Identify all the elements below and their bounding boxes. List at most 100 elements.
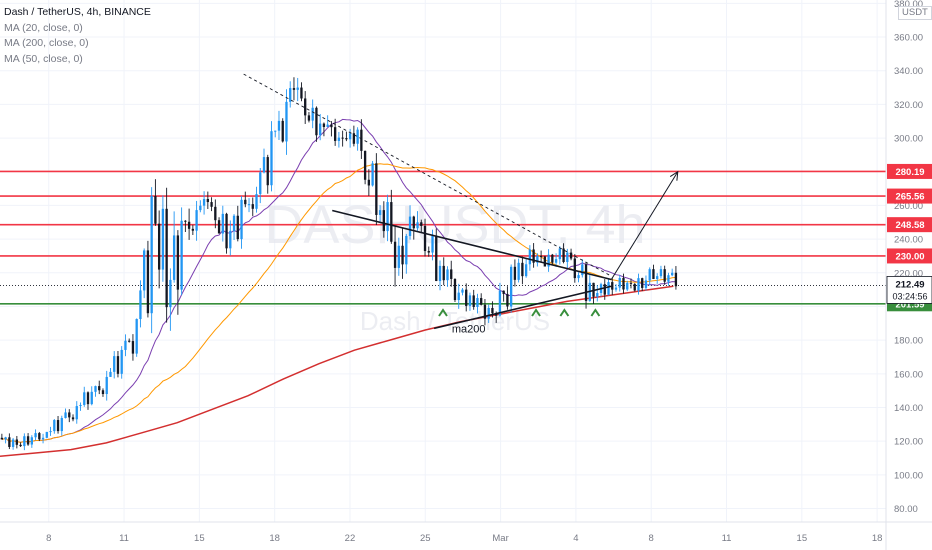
candle-body	[446, 269, 449, 281]
candle-body	[150, 196, 153, 314]
time-tick-label: 18	[269, 533, 280, 544]
price-level-label: 201.59	[895, 299, 924, 310]
candle-body	[285, 101, 288, 142]
candle-body	[15, 439, 19, 445]
moving-averages	[0, 118, 676, 458]
candle-body	[461, 289, 464, 293]
candle-body	[60, 418, 63, 432]
candle-body	[427, 251, 430, 253]
candle-body	[611, 282, 614, 290]
candle-body	[45, 431, 48, 438]
candle-body	[333, 127, 337, 141]
last-price-label: 212.49	[895, 279, 924, 290]
candle-body	[206, 198, 209, 203]
candle-body	[105, 376, 108, 395]
candle-body	[543, 256, 547, 267]
candle-body	[356, 129, 359, 144]
candle-body	[229, 230, 232, 249]
candle-body	[480, 298, 483, 305]
candle-body	[184, 220, 187, 222]
candle-body	[412, 216, 415, 229]
candle-body	[202, 198, 206, 206]
candle-body	[532, 249, 535, 263]
candle-body	[644, 280, 648, 288]
candle-body	[539, 255, 543, 257]
candle-body	[352, 133, 356, 144]
candle-body	[304, 98, 307, 116]
candle-body	[8, 437, 11, 447]
candle-body	[435, 235, 438, 282]
candle-body	[176, 235, 180, 290]
price-axis[interactable]: 80.00100.00120.00140.00160.00180.00200.0…	[885, 0, 932, 550]
indicator-ma200[interactable]: MA (200, close, 0)	[4, 37, 89, 49]
bounce-marker	[531, 308, 541, 317]
indicator-ma20[interactable]: MA (20, close, 0)	[4, 21, 83, 34]
candle-body	[453, 278, 457, 301]
candle-body	[558, 248, 561, 260]
candle-body	[506, 293, 509, 307]
candle-body	[180, 220, 183, 290]
price-level-tag	[887, 248, 932, 264]
candle-body	[326, 124, 329, 127]
candle-body	[468, 295, 472, 306]
candle-body	[307, 115, 311, 121]
price-axis-bg[interactable]	[886, 0, 932, 550]
price-tick-label: 80.00	[894, 504, 918, 515]
candle-body	[502, 290, 505, 294]
price-tick-label: 320.00	[894, 100, 923, 111]
candle-body	[450, 269, 453, 279]
candle-body	[656, 276, 659, 280]
candle-body	[536, 255, 539, 263]
dashed-trendline	[243, 73, 612, 277]
candle-body	[614, 287, 618, 290]
currency-button[interactable]: USDT	[898, 6, 932, 20]
candle-body	[476, 298, 479, 307]
indicator-ma50[interactable]: MA (50, close, 0)	[4, 52, 83, 65]
candle-body	[405, 235, 408, 265]
candle-body	[161, 208, 165, 270]
candle-body	[143, 250, 146, 291]
price-tick-label: 140.00	[894, 403, 923, 414]
candle-body	[483, 304, 487, 319]
candle-body	[217, 220, 221, 234]
candle-body	[390, 202, 393, 242]
candle-body	[251, 204, 254, 209]
price-level-label: 230.00	[895, 251, 924, 262]
candle-body	[131, 341, 135, 354]
price-level-tag	[887, 188, 932, 204]
time-axis[interactable]: 8 11 15 18 22 25 Mar 4 8 11 15 18	[0, 521, 932, 544]
candle-body	[244, 199, 247, 205]
ma200-line	[0, 285, 674, 458]
candle-body	[236, 215, 239, 240]
time-tick-label: 22	[345, 533, 356, 544]
price-tick-label: 380.00	[894, 0, 923, 10]
projection-arrow	[610, 171, 679, 280]
candle-body	[169, 279, 172, 308]
candle-body	[68, 412, 71, 418]
ma200-annotation-label: ma200	[452, 323, 486, 335]
price-tick-label: 260.00	[894, 201, 923, 212]
candle-body	[56, 420, 60, 432]
candle-body	[266, 157, 269, 186]
candle-body	[337, 137, 341, 141]
candle-body	[566, 252, 569, 263]
candle-body	[382, 210, 385, 232]
candle-body	[311, 107, 314, 121]
candle-body	[135, 319, 138, 354]
time-tick-label: 11	[722, 533, 732, 544]
candle-body	[41, 437, 45, 440]
candle-body	[521, 262, 524, 277]
candle-body	[281, 120, 284, 142]
candle-body	[442, 265, 445, 281]
candle-body	[363, 150, 367, 180]
ma20-line	[1, 118, 676, 443]
candle-body	[128, 340, 131, 342]
triangle-trendline	[332, 209, 612, 281]
price-tick-label: 220.00	[894, 268, 923, 279]
candle-body	[371, 163, 374, 186]
candle-body	[667, 275, 670, 282]
candle-body	[300, 87, 303, 99]
candle-body	[79, 404, 82, 407]
